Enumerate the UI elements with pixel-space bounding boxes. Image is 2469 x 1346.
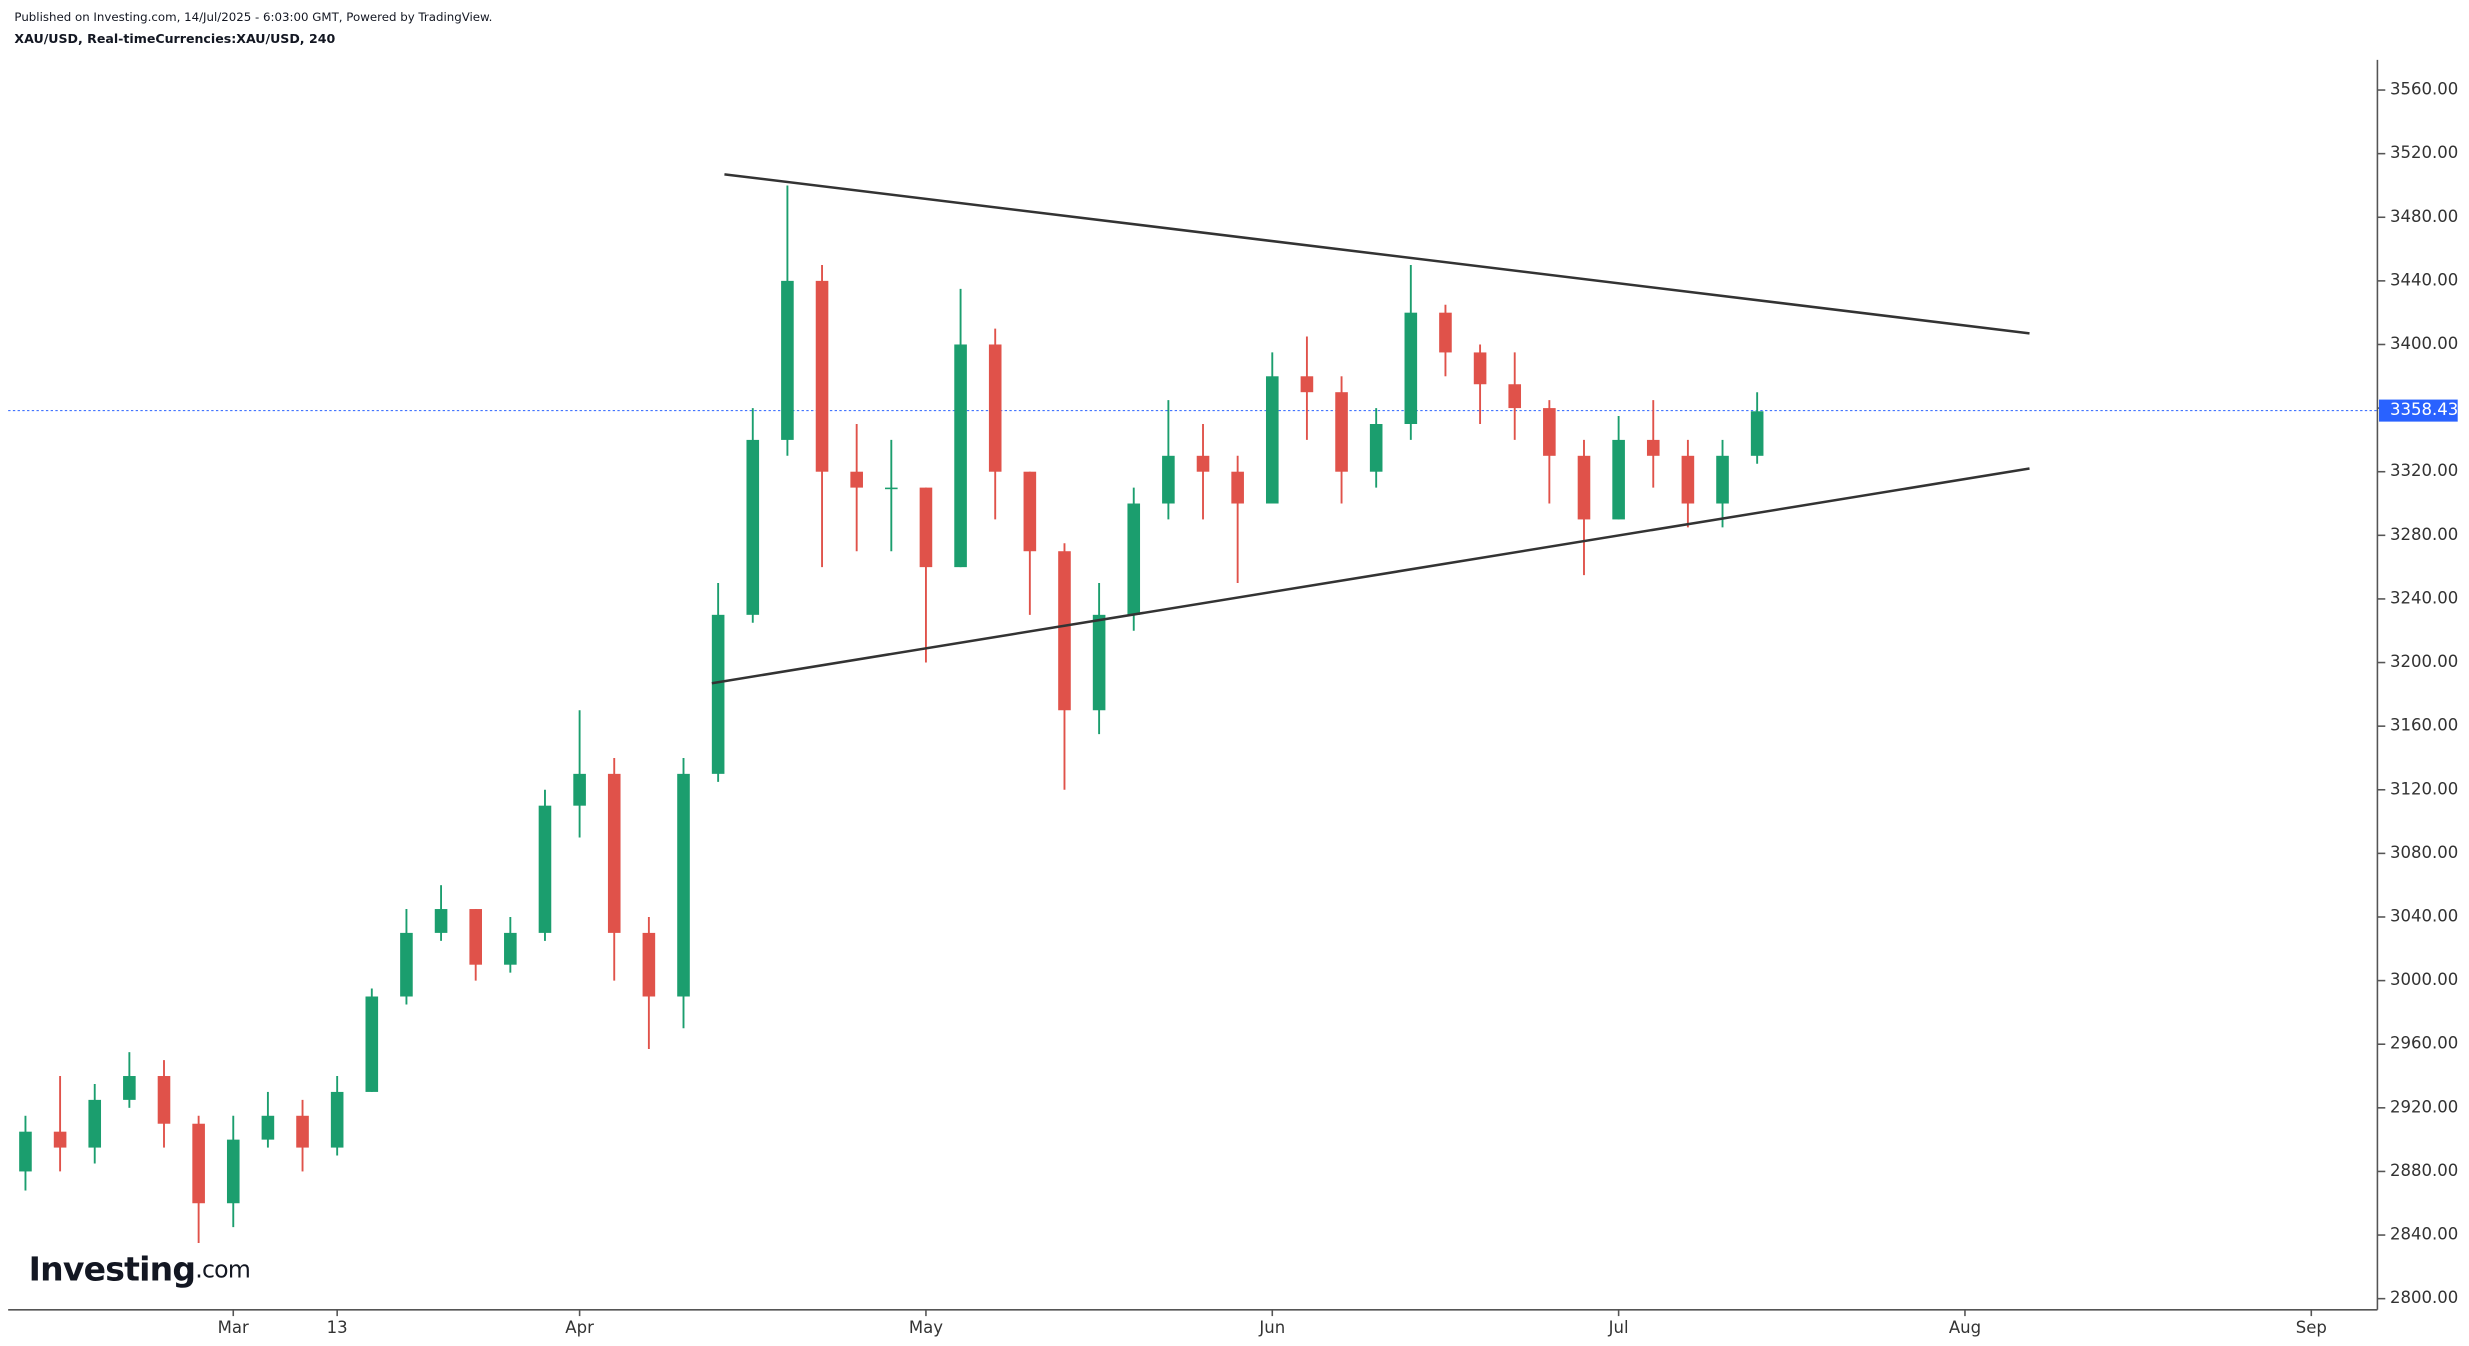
candle-body [919, 487, 933, 568]
candle-body [469, 909, 482, 965]
x-tick-label: Mar [218, 1318, 249, 1337]
candle-body [781, 280, 794, 440]
candle-body [1612, 439, 1625, 520]
candle-body [1058, 551, 1071, 711]
candle-body [538, 805, 552, 933]
y-tick-label: 2920.00 [2390, 1097, 2458, 1116]
candle-body [607, 773, 621, 933]
y-tick-label: 3280.00 [2390, 525, 2458, 544]
x-tick-label: Apr [565, 1318, 594, 1337]
candle-body [1127, 503, 1141, 615]
y-tick-label: 3080.00 [2390, 843, 2458, 862]
candle-body [1750, 411, 1764, 456]
y-tick-label: 3000.00 [2390, 970, 2458, 989]
y-tick-label: 3120.00 [2390, 779, 2458, 798]
candle-body [400, 932, 413, 997]
candle-body [296, 1115, 309, 1148]
last-price-label: 3358.43 [2390, 400, 2458, 419]
candle-body [1646, 439, 1660, 456]
y-tick-label: 3440.00 [2390, 270, 2458, 289]
candle-body [746, 439, 760, 615]
x-tick-label: Jul [1608, 1318, 1629, 1337]
candle-body [988, 344, 1002, 472]
y-tick-label: 3560.00 [2390, 80, 2458, 99]
candle-body [226, 1139, 240, 1204]
candle-body [123, 1076, 136, 1100]
logo: Investing.com [29, 1249, 250, 1288]
y-tick-label: 3160.00 [2390, 716, 2458, 735]
y-tick-label: 2960.00 [2390, 1034, 2458, 1053]
logo-brand: Investing [29, 1249, 196, 1288]
candle-body [504, 932, 517, 965]
y-tick-label: 3320.00 [2390, 461, 2458, 480]
y-tick-label: 3240.00 [2390, 588, 2458, 607]
candle-body [1369, 423, 1383, 472]
candle-body [1231, 471, 1244, 504]
y-tick-label: 2880.00 [2390, 1161, 2458, 1180]
candle-body [1092, 614, 1106, 711]
x-tick-label: May [909, 1318, 943, 1337]
trendline [711, 467, 2030, 685]
y-tick-label: 2840.00 [2390, 1225, 2458, 1244]
candle-body [192, 1123, 205, 1204]
candle-body [1473, 352, 1487, 385]
candle-body [642, 932, 656, 997]
candle-body [573, 773, 586, 806]
candle-body [1265, 376, 1279, 504]
candle-body [1162, 455, 1175, 504]
candle-body [1508, 384, 1522, 409]
y-tick-label: 3520.00 [2390, 143, 2458, 162]
candle-body [1716, 455, 1729, 504]
y-tick-label: 3040.00 [2390, 906, 2458, 925]
logo-suffix: .com [195, 1255, 250, 1283]
candle-body [1196, 455, 1210, 472]
candle-body [261, 1115, 275, 1140]
candle-body [850, 471, 863, 488]
x-tick-label: Aug [1949, 1318, 1981, 1337]
candle-body [1300, 376, 1314, 393]
candle-body [434, 909, 448, 933]
candle-body [330, 1091, 344, 1148]
x-tick-label: Sep [2296, 1318, 2327, 1337]
candle-body [954, 344, 967, 568]
symbol-info: XAU/USD, Real-timeCurrencies:XAU/USD, 24… [14, 31, 335, 46]
y-tick-label: 3200.00 [2390, 652, 2458, 671]
candle-body [885, 487, 898, 490]
candle-body [1681, 455, 1695, 504]
candle-body [1439, 312, 1452, 353]
last-price-box [2378, 399, 2458, 422]
published-note: Published on Investing.com, 14/Jul/2025 … [14, 10, 492, 24]
candle-body [365, 996, 379, 1092]
candle-body [1543, 408, 1556, 456]
candle-body [88, 1099, 102, 1148]
candle-body [677, 773, 690, 997]
candle-body [711, 614, 725, 774]
trendline [724, 173, 2030, 335]
y-tick-label: 3480.00 [2390, 207, 2458, 226]
candle-body [157, 1076, 171, 1124]
x-tick-label: 13 [327, 1318, 348, 1337]
candle-body [815, 280, 829, 472]
y-tick-label: 2800.00 [2390, 1288, 2458, 1307]
x-tick-label: Jun [1258, 1318, 1285, 1337]
candle-body [1577, 455, 1591, 520]
candle-body [19, 1131, 32, 1172]
candle-body [1023, 471, 1037, 552]
y-tick-label: 3400.00 [2390, 334, 2458, 353]
candle-body [1404, 312, 1418, 424]
candle-body [53, 1131, 67, 1148]
candle-body [1335, 392, 1348, 472]
